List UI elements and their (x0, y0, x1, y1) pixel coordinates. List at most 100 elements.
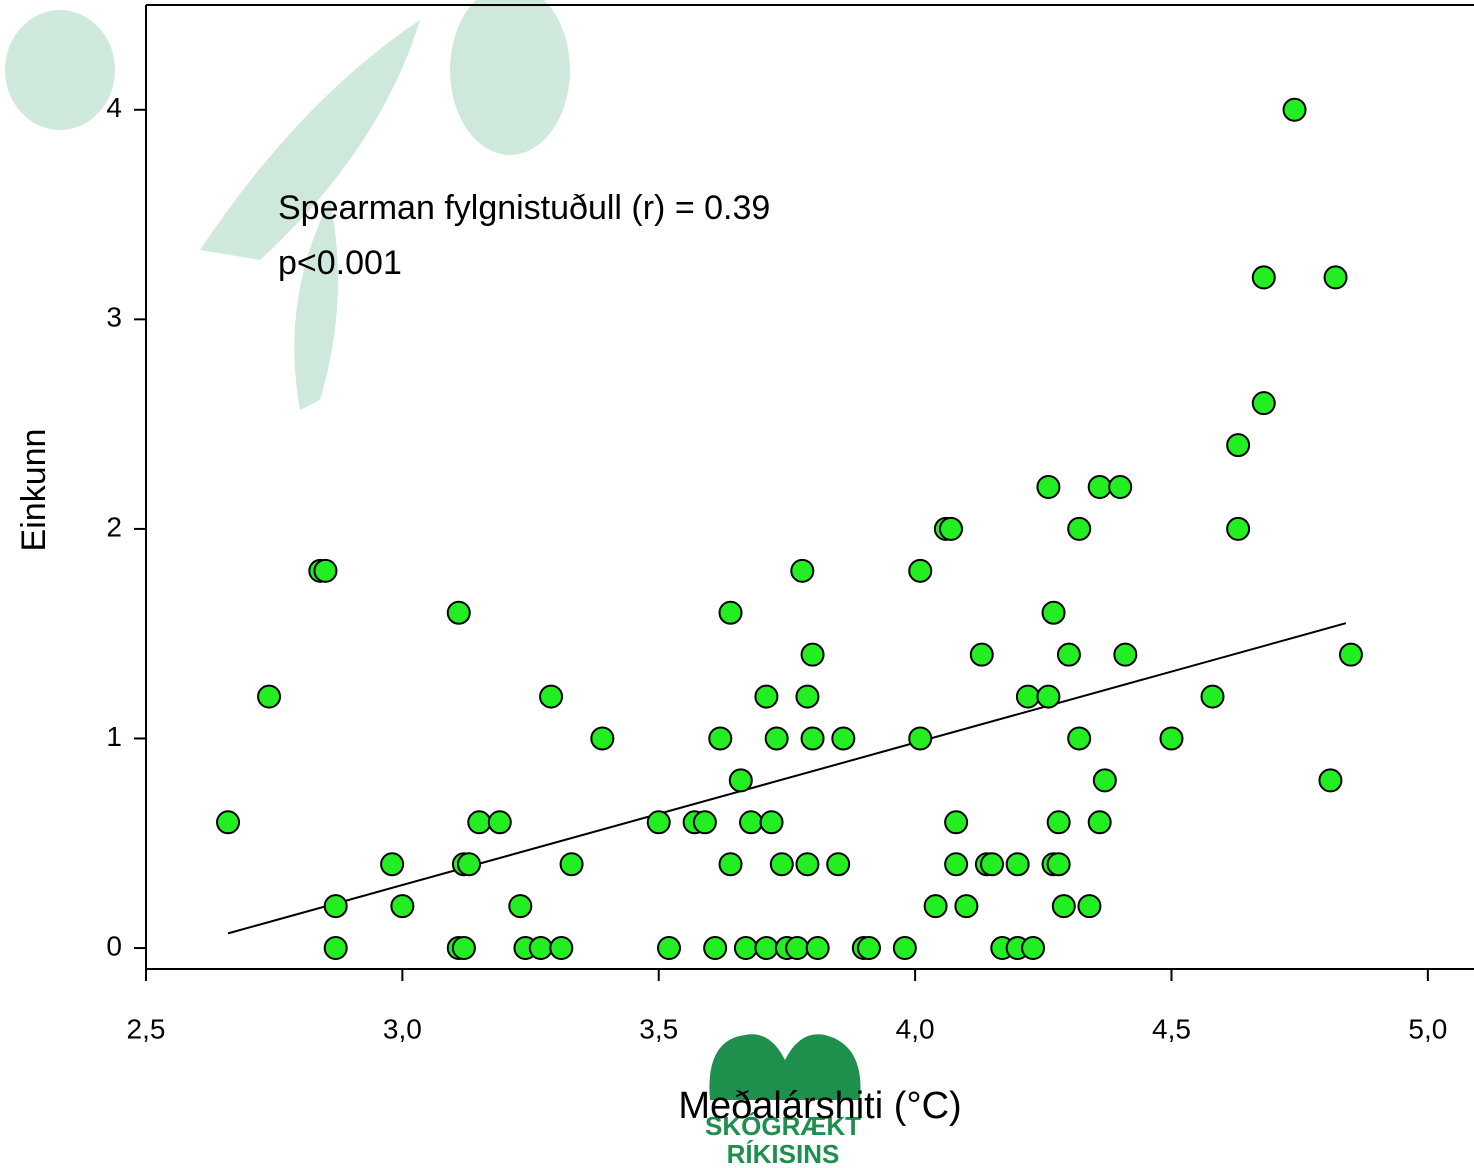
scatter-point (1005, 852, 1030, 877)
scatter-point (739, 810, 764, 835)
scatter-point (1046, 810, 1071, 835)
trendline (227, 622, 1347, 935)
scatter-point (856, 936, 881, 961)
scatter-point (1113, 642, 1138, 667)
x-tick-label: 5,0 (1408, 1013, 1447, 1044)
scatter-point (1067, 726, 1092, 751)
scatter-point (446, 600, 471, 625)
scatter-point (795, 684, 820, 709)
scatter-point (1087, 810, 1112, 835)
leaf-shape (450, 0, 570, 155)
scatter-point (908, 726, 933, 751)
x-tick-label: 4,5 (1152, 1013, 1191, 1044)
scatter-point (939, 516, 964, 541)
scatter-point (1051, 894, 1076, 919)
scatter-point (646, 810, 671, 835)
scatter-point (313, 558, 338, 583)
scatter-point (528, 936, 553, 961)
scatter-point (1323, 265, 1348, 290)
scatter-point (954, 894, 979, 919)
logo-trees (709, 1034, 861, 1100)
scatter-point (1036, 684, 1061, 709)
y-tick-label: 2 (106, 511, 122, 542)
leaf-shape (200, 20, 420, 260)
scatter-point (1036, 475, 1061, 499)
background-leaves (5, 0, 570, 410)
scatter-point (1251, 391, 1276, 416)
scatter-point (257, 684, 282, 709)
scatter-point (795, 852, 820, 877)
scatter-point (216, 810, 241, 835)
scatter-point (1226, 433, 1251, 458)
scatter-point (1067, 516, 1092, 541)
annotation: Spearman fylgnistuðull (r) = 0.39 (278, 189, 770, 227)
scatter-point (826, 852, 851, 877)
scatter-point (708, 726, 733, 751)
scatter-point (487, 810, 512, 835)
scatter-point (323, 936, 348, 961)
scatter-point (1159, 726, 1184, 751)
scatter-point (754, 684, 779, 709)
scatter-point (1021, 936, 1046, 961)
scatter-point (754, 936, 779, 961)
scatter-point (805, 936, 830, 961)
scatter-point (733, 936, 758, 961)
y-tick-label: 0 (106, 930, 122, 961)
scatter-point (944, 810, 969, 835)
scatter-point (539, 684, 564, 709)
scatter-point (969, 642, 994, 667)
scatter-point (790, 558, 815, 583)
leaf-shape (294, 200, 338, 410)
scatter-point (1226, 516, 1251, 541)
scatter-point (944, 852, 969, 877)
scatter-point (1318, 768, 1343, 793)
scatter-point (390, 894, 415, 919)
scatter-point (508, 894, 533, 919)
scatter-point (1077, 894, 1102, 919)
scatter-point (980, 852, 1005, 877)
annotation: p<0.001 (278, 244, 402, 282)
scatter-point (323, 894, 348, 919)
logo-text: SKÓGRÆKT (705, 1111, 861, 1141)
logo: SKÓGRÆKT RÍKISINS (705, 1034, 861, 1168)
scatter-point (559, 852, 584, 877)
x-tick-label: 3,5 (639, 1013, 678, 1044)
scatter-point (549, 936, 574, 961)
scatter-point (1015, 684, 1040, 709)
scatter-point (1251, 265, 1276, 290)
y-tick-label: 3 (106, 302, 122, 333)
scatter-point (892, 936, 917, 961)
scatter-point (380, 852, 405, 877)
scatter-point (1108, 475, 1133, 499)
x-tick-label: 2,5 (127, 1013, 166, 1044)
logo-text: RÍKISINS (727, 1139, 840, 1168)
scatter-point (467, 810, 492, 835)
scatter-point (800, 726, 825, 751)
scatter-point (769, 852, 794, 877)
scatter-point (1338, 642, 1363, 667)
scatter-point (1046, 852, 1071, 877)
scatter-point (1200, 684, 1225, 709)
scatter-point (590, 726, 615, 751)
y-tick-label: 4 (106, 92, 122, 123)
scatter-point (656, 936, 681, 961)
scatter-point (831, 726, 856, 751)
scatter-point (1056, 642, 1081, 667)
scatter-point (923, 894, 948, 919)
scatter-point (785, 936, 810, 961)
scatter-point (800, 642, 825, 667)
scatter-point (1282, 97, 1307, 122)
scatter-point (1092, 768, 1117, 793)
scatter-point (1087, 475, 1112, 499)
scatter-point (718, 852, 743, 877)
scatter-point (718, 600, 743, 625)
scatter-point (703, 936, 728, 961)
scatter-point (908, 558, 933, 583)
scatter-point (728, 768, 753, 793)
scatter-point (457, 852, 482, 877)
y-axis-label: Einkunn (15, 429, 53, 552)
y-tick-label: 1 (106, 721, 122, 752)
scatter-point (1041, 600, 1066, 625)
leaf-shape (5, 10, 115, 130)
